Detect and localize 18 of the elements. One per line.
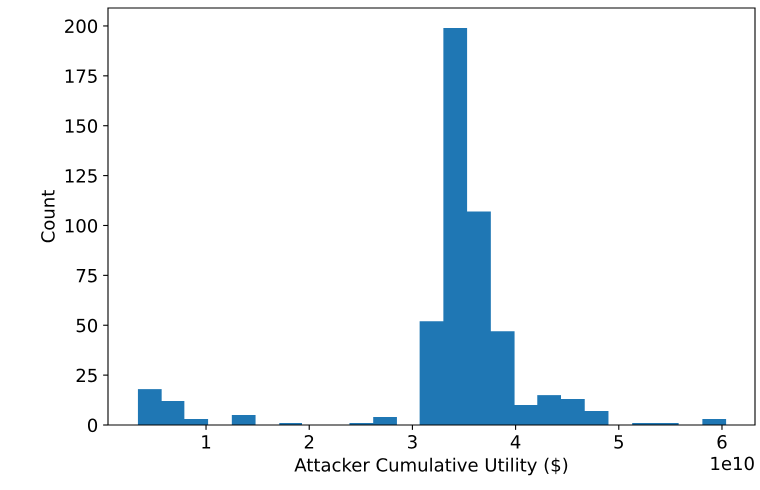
y-tick-label: 175 bbox=[66, 70, 97, 83]
x-tick-label: 2 bbox=[304, 435, 314, 448]
y-tick-label: 50 bbox=[76, 318, 98, 332]
y-tick-label: 75 bbox=[76, 269, 97, 282]
x-tick-label: 1 bbox=[202, 435, 210, 448]
x-tick-label: 4 bbox=[510, 435, 520, 448]
y-tick-label: 25 bbox=[76, 368, 97, 382]
x-tick-label: 6 bbox=[717, 435, 727, 449]
y-tick-label: 125 bbox=[66, 169, 97, 183]
y-tick-label: 200 bbox=[65, 19, 98, 34]
text: 1e10 bbox=[711, 456, 754, 470]
y-tick-label: 0 bbox=[88, 418, 98, 432]
x-tick-label: 3 bbox=[408, 435, 417, 449]
y-tick-label: 150 bbox=[66, 119, 98, 133]
x-tick-label: 5 bbox=[614, 435, 623, 449]
y-tick-label: 100 bbox=[66, 218, 98, 233]
y-axis-title: Count bbox=[41, 190, 55, 242]
x-axis-title: Attacker Cumulative Utility ($) bbox=[294, 458, 568, 476]
